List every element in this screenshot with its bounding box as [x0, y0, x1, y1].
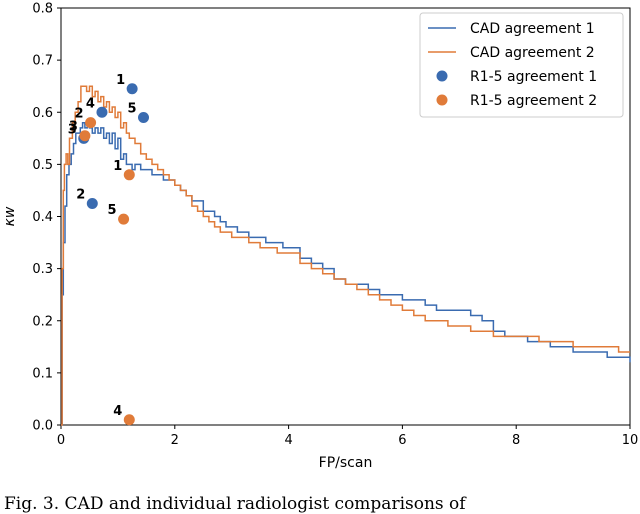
scatter-point: [123, 414, 135, 426]
legend-entry: CAD agreement 1: [470, 21, 595, 37]
x-tick-label: 0: [57, 433, 65, 448]
scatter-point: [86, 197, 98, 209]
x-tick-label: 6: [398, 433, 406, 448]
x-tick-label: 2: [171, 433, 179, 448]
y-tick-label: 0.0: [32, 419, 53, 434]
y-tick-label: 0.3: [32, 262, 53, 277]
legend-marker-swatch: [436, 94, 448, 106]
scatter-point: [126, 83, 138, 95]
scatter-point-label: 1: [113, 159, 122, 174]
legend-marker-swatch: [436, 70, 448, 82]
series-line-1: [61, 121, 631, 426]
scatter-point: [138, 111, 150, 123]
scatter-point: [79, 130, 91, 142]
scatter-point-label: 5: [127, 101, 136, 116]
scatter-point-label: 3: [68, 122, 77, 137]
y-tick-label: 0.2: [32, 314, 53, 329]
legend-box: [419, 12, 624, 118]
scatter-point: [96, 106, 108, 118]
y-tick-label: 0.5: [32, 158, 53, 173]
scatter-point-label: 1: [116, 73, 125, 88]
legend-entry: CAD agreement 2: [470, 45, 595, 61]
scatter-point: [123, 169, 135, 181]
scatter-point-label: 2: [76, 187, 85, 202]
scatter-point: [118, 213, 130, 225]
x-axis-label: FP/scan: [319, 455, 373, 471]
scatter-point: [85, 117, 97, 129]
scatter-point-label: 5: [108, 203, 117, 218]
scatter-point-label: 2: [75, 107, 84, 122]
scatter-point-label: 3: [69, 120, 78, 135]
plot-area: 0 2 4 6 8 100.00.10.20.30.40.50.60.70.8FP/sca…: [2, 2, 638, 472]
y-tick-label: 0.6: [32, 106, 53, 121]
x-tick-label: 4: [284, 433, 292, 448]
y-axis-label: κw: [2, 206, 18, 226]
scatter-point-label: 4: [86, 96, 95, 111]
scatter-point-label: 4: [113, 404, 122, 419]
y-tick-label: 0.1: [32, 366, 53, 381]
figure-caption: Fig. 3. CAD and individual radiologist c…: [4, 494, 466, 514]
y-tick-label: 0.7: [32, 54, 53, 69]
y-tick-label: 0.4: [32, 210, 53, 225]
chart: 0 2 4 6 8 100.00.10.20.30.40.50.60.70.8FP/sca…: [2, 2, 638, 472]
legend-entry: R1-5 agreement 1: [470, 69, 597, 85]
y-tick-label: 0.8: [32, 2, 53, 17]
x-tick-label: 8: [512, 433, 520, 448]
series-line-2: [61, 85, 630, 426]
legend-entry: R1-5 agreement 2: [470, 93, 597, 109]
x-tick-label: 10: [622, 433, 639, 448]
